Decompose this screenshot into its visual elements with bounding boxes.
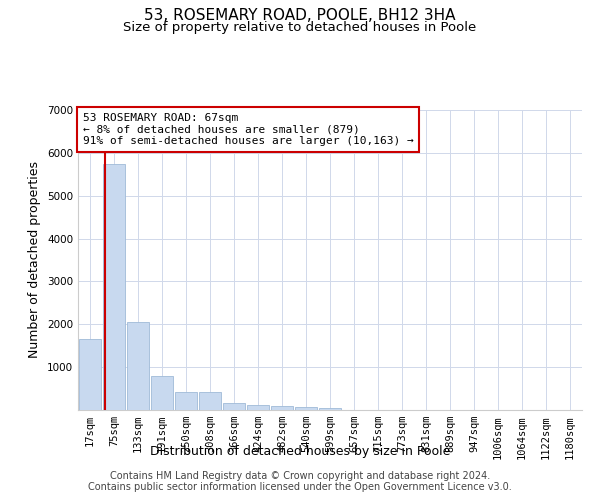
Bar <box>319 408 341 410</box>
Text: Distribution of detached houses by size in Poole: Distribution of detached houses by size … <box>150 444 450 458</box>
Bar <box>79 340 101 410</box>
Bar <box>247 405 269 410</box>
Bar <box>295 408 317 410</box>
Bar <box>271 406 293 410</box>
Bar <box>175 392 197 410</box>
Bar <box>127 322 149 410</box>
Bar <box>103 164 125 410</box>
Bar <box>199 392 221 410</box>
Y-axis label: Number of detached properties: Number of detached properties <box>28 162 41 358</box>
Text: 53 ROSEMARY ROAD: 67sqm
← 8% of detached houses are smaller (879)
91% of semi-de: 53 ROSEMARY ROAD: 67sqm ← 8% of detached… <box>83 113 414 146</box>
Bar <box>223 402 245 410</box>
Text: 53, ROSEMARY ROAD, POOLE, BH12 3HA: 53, ROSEMARY ROAD, POOLE, BH12 3HA <box>144 8 456 22</box>
Text: Contains HM Land Registry data © Crown copyright and database right 2024.
Contai: Contains HM Land Registry data © Crown c… <box>88 471 512 492</box>
Bar <box>151 376 173 410</box>
Text: Size of property relative to detached houses in Poole: Size of property relative to detached ho… <box>124 21 476 34</box>
